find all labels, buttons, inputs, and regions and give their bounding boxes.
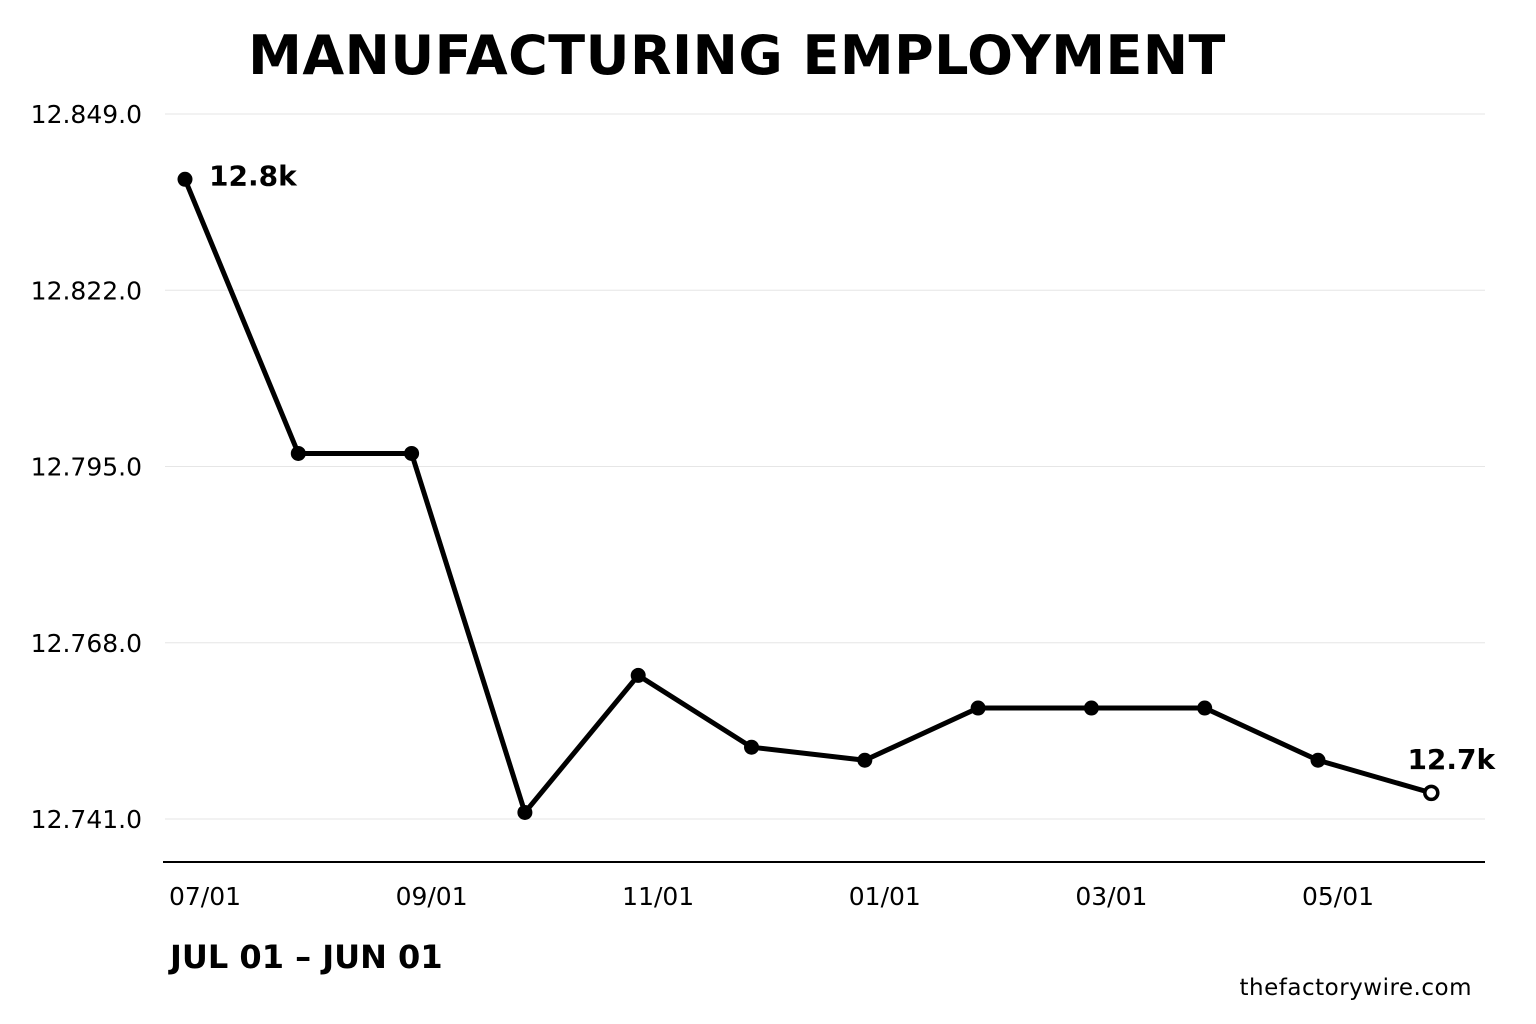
data-point: [744, 739, 759, 755]
chart-title: MANUFACTURING EMPLOYMENT: [248, 24, 1226, 87]
data-point: [404, 445, 420, 461]
series-line: [182, 178, 1432, 815]
gridlines: [165, 113, 1485, 820]
source-label: thefactorywire.com: [1240, 975, 1472, 1001]
x-tick-label: 09/01: [396, 882, 468, 911]
data-label: 12.8k: [209, 159, 298, 192]
y-tick-label: 12.849.0: [31, 100, 142, 129]
y-tick-label: 12.768.0: [31, 629, 142, 658]
data-point: [177, 171, 193, 187]
x-tick-label: 05/01: [1302, 882, 1374, 911]
data-point: [1197, 700, 1213, 716]
data-point: [1310, 752, 1326, 768]
data-point: [290, 445, 306, 461]
data-points: [177, 171, 1440, 820]
y-tick-label: 12.795.0: [31, 453, 142, 482]
date-range-label: JUL 01 – JUN 01: [168, 938, 443, 976]
y-axis-ticks: 12.741.0 12.768.0 12.795.0 12.822.0 12.849.0: [31, 100, 142, 834]
data-point: [517, 804, 533, 820]
data-point: [970, 700, 986, 716]
x-tick-label: 07/01: [169, 882, 241, 911]
data-point: [1423, 784, 1440, 802]
data-label: 12.7k: [1407, 743, 1496, 776]
y-tick-label: 12.741.0: [31, 805, 142, 834]
x-tick-label: 01/01: [849, 882, 921, 911]
y-tick-label: 12.822.0: [31, 276, 142, 305]
data-labels: 12.8k 12.7k: [209, 159, 1497, 776]
data-point: [857, 752, 873, 768]
x-tick-label: 11/01: [622, 882, 694, 911]
data-point: [630, 667, 646, 683]
data-point: [1083, 700, 1099, 716]
x-axis-ticks: 07/01 09/01 11/01 01/01 03/01 05/01: [169, 882, 1374, 911]
x-tick-label: 03/01: [1075, 882, 1147, 911]
